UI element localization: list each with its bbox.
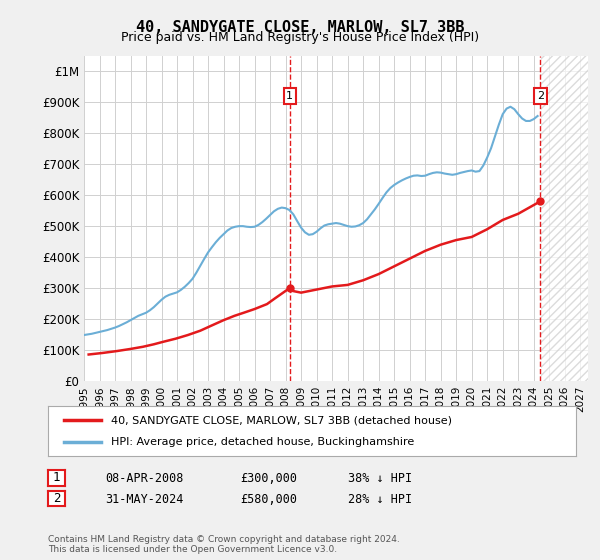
Text: 40, SANDYGATE CLOSE, MARLOW, SL7 3BB (detached house): 40, SANDYGATE CLOSE, MARLOW, SL7 3BB (de…	[112, 415, 452, 425]
Text: £580,000: £580,000	[240, 493, 297, 506]
Text: 1: 1	[53, 471, 60, 484]
Text: Price paid vs. HM Land Registry's House Price Index (HPI): Price paid vs. HM Land Registry's House …	[121, 31, 479, 44]
Text: 2: 2	[53, 492, 60, 505]
Text: 2: 2	[536, 91, 544, 101]
Text: 08-APR-2008: 08-APR-2008	[105, 472, 184, 486]
Text: 1: 1	[286, 91, 293, 101]
Text: 40, SANDYGATE CLOSE, MARLOW, SL7 3BB: 40, SANDYGATE CLOSE, MARLOW, SL7 3BB	[136, 20, 464, 35]
Text: 38% ↓ HPI: 38% ↓ HPI	[348, 472, 412, 486]
Text: Contains HM Land Registry data © Crown copyright and database right 2024.
This d: Contains HM Land Registry data © Crown c…	[48, 535, 400, 554]
Text: 28% ↓ HPI: 28% ↓ HPI	[348, 493, 412, 506]
Text: £300,000: £300,000	[240, 472, 297, 486]
Text: HPI: Average price, detached house, Buckinghamshire: HPI: Average price, detached house, Buck…	[112, 437, 415, 447]
Text: 31-MAY-2024: 31-MAY-2024	[105, 493, 184, 506]
